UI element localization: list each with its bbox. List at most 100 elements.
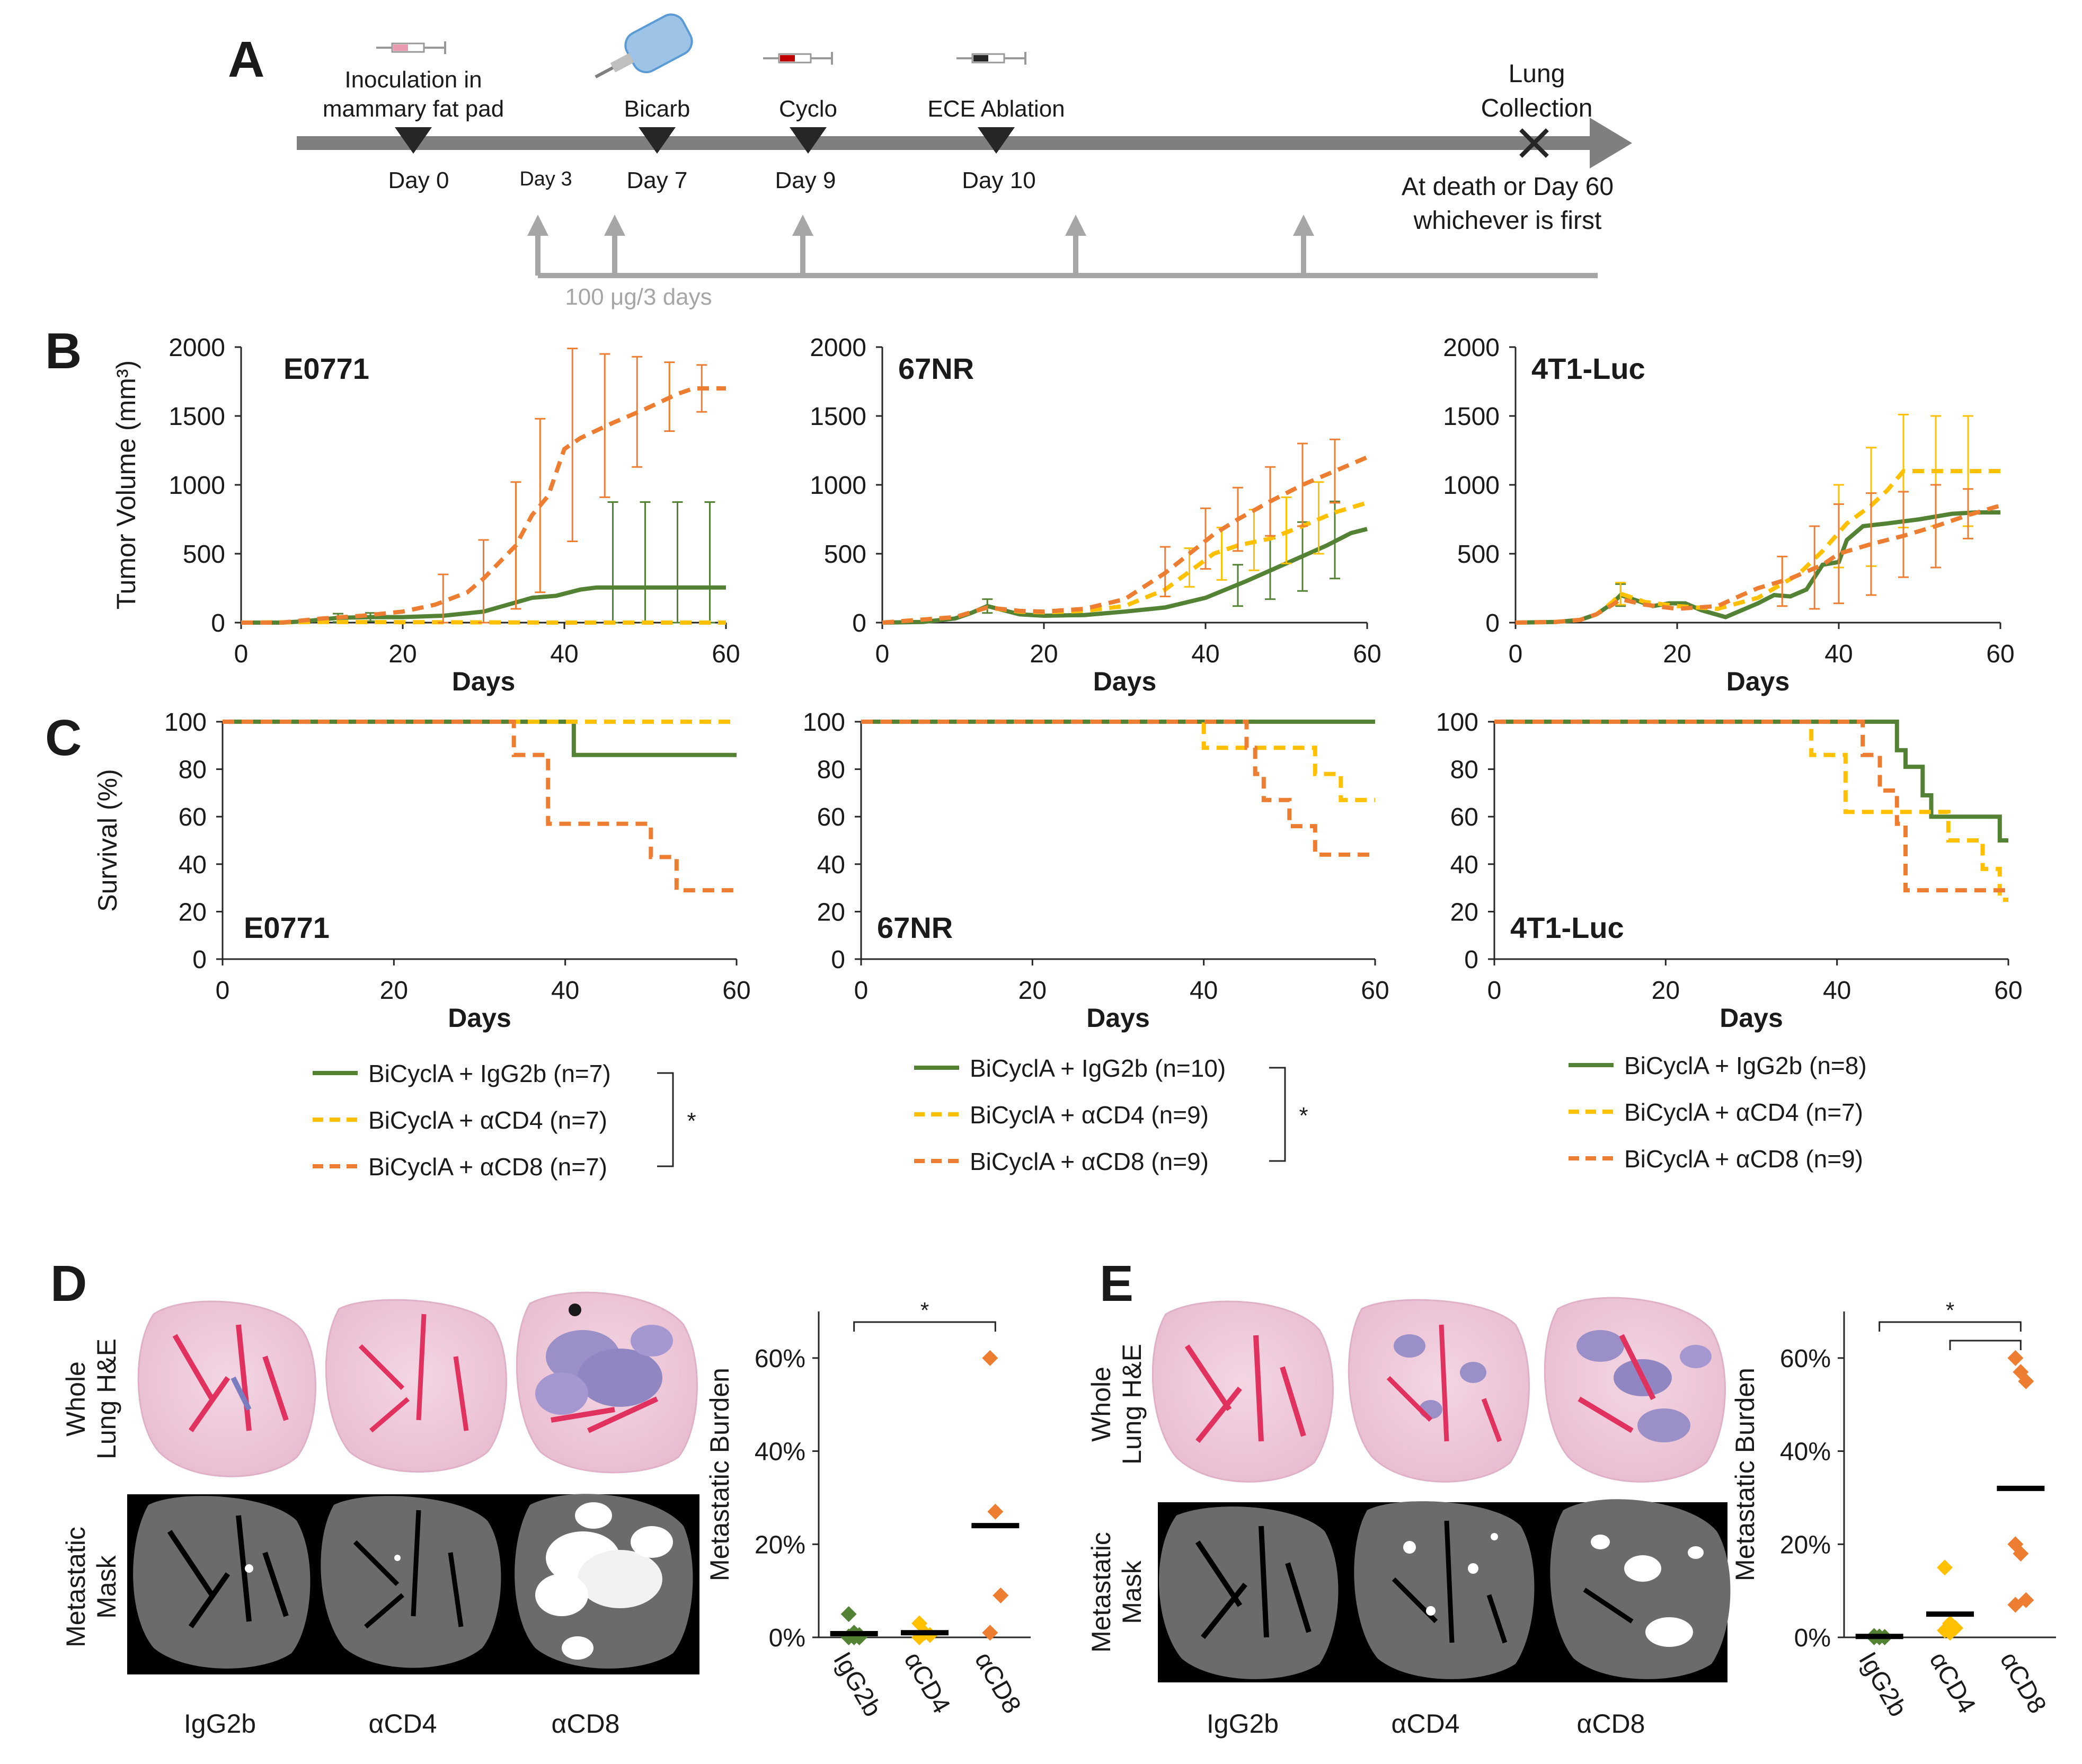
data-point bbox=[2013, 1545, 2029, 1562]
y-tick-label: 1000 bbox=[810, 472, 866, 500]
end-note: whichever is first bbox=[1413, 207, 1602, 235]
data-point bbox=[2007, 1350, 2024, 1366]
series-line bbox=[1494, 720, 2008, 893]
data-point bbox=[1942, 1625, 1958, 1641]
panel-d-histology: Whole Lung H&E Metastatic Mask bbox=[61, 1291, 699, 1739]
x-axis-label: Days bbox=[1726, 667, 1790, 696]
row-label: Whole bbox=[1086, 1367, 1116, 1442]
series-line bbox=[1515, 503, 2001, 625]
y-tick-label: 500 bbox=[824, 540, 866, 569]
y-tick-label: 1500 bbox=[1443, 403, 1500, 431]
x-tick-label: 60 bbox=[712, 640, 740, 668]
x-tick-label: 20 bbox=[1030, 640, 1058, 668]
y-tick-label: 2000 bbox=[1443, 334, 1500, 362]
legend-label: BiCyclA + αCD4 (n=7) bbox=[1624, 1098, 1863, 1126]
data-point bbox=[982, 1625, 998, 1641]
dose-label: 100 μg/3 days bbox=[565, 284, 712, 310]
event-label: Cyclo bbox=[779, 96, 837, 122]
x-tick-label: 20 bbox=[1018, 977, 1047, 1005]
legend-label: BiCyclA + IgG2b (n=10) bbox=[970, 1054, 1226, 1082]
panel-e-histology: Whole Lung H&E Metastatic Mask bbox=[1086, 1297, 1731, 1739]
data-point bbox=[2007, 1597, 2024, 1613]
chart-title: E0771 bbox=[244, 911, 330, 944]
series-line bbox=[223, 720, 737, 757]
row-label: Lung H&E bbox=[1117, 1344, 1147, 1465]
y-tick-label: 60% bbox=[755, 1345, 805, 1373]
lung-he-image bbox=[1151, 1300, 1334, 1483]
y-tick-label: 0% bbox=[1794, 1624, 1831, 1652]
end-note: At death or Day 60 bbox=[1402, 173, 1614, 201]
x-tick-label: 60 bbox=[1353, 640, 1381, 668]
event-label: ECE Ablation bbox=[927, 96, 1065, 122]
lung-he-image bbox=[1348, 1299, 1530, 1483]
series-line bbox=[241, 386, 726, 625]
event-marker bbox=[639, 127, 676, 154]
data-point bbox=[987, 1503, 1004, 1520]
y-tick-label: 2000 bbox=[169, 334, 225, 362]
y-tick-label: 40 bbox=[179, 851, 207, 879]
y-tick-label: 100 bbox=[803, 708, 845, 737]
day-label: Day 10 bbox=[962, 167, 1035, 193]
y-tick-label: 0 bbox=[1464, 946, 1478, 974]
x-axis-label: Days bbox=[1093, 667, 1157, 696]
y-tick-label: 80 bbox=[179, 756, 207, 784]
category-label: αCD8 bbox=[969, 1647, 1026, 1718]
lung-mask-image bbox=[1354, 1501, 1535, 1679]
column-label: αCD8 bbox=[1577, 1709, 1645, 1739]
x-axis-label: Days bbox=[1086, 1003, 1150, 1033]
survival-chart-e0771: 0 20 40 60 80 100 0 20 40 60 Days Survival (%) E0771 bbox=[93, 708, 751, 1033]
x-tick-label: 40 bbox=[550, 640, 578, 668]
legend-label: BiCyclA + αCD4 (n=7) bbox=[368, 1106, 607, 1134]
y-tick-label: 100 bbox=[164, 708, 207, 737]
lung-he-image bbox=[516, 1291, 698, 1474]
x-tick-label: 60 bbox=[1986, 640, 2014, 668]
chart-title: 67NR bbox=[877, 911, 953, 944]
legend-label: BiCyclA + αCD8 (n=9) bbox=[970, 1148, 1209, 1175]
y-tick-label: 1500 bbox=[169, 403, 225, 431]
syringe-black-icon bbox=[956, 52, 1026, 65]
x-tick-label: 40 bbox=[1824, 640, 1853, 668]
event-marker bbox=[978, 127, 1015, 154]
series-line bbox=[882, 527, 1368, 625]
x-axis-label: Days bbox=[448, 1003, 511, 1033]
y-tick-label: 60 bbox=[1450, 803, 1478, 831]
y-axis-label: Metastatic Burden bbox=[1730, 1368, 1760, 1581]
timeline-arrowhead bbox=[1590, 118, 1632, 169]
column-label: αCD8 bbox=[552, 1709, 620, 1739]
legend-4t1: BiCyclA + IgG2b (n=8) BiCyclA + αCD4 (n=7… bbox=[1569, 1052, 1867, 1173]
y-tick-label: 60% bbox=[1780, 1345, 1831, 1373]
panel-d-letter: D bbox=[50, 1255, 87, 1312]
dosing-schedule bbox=[527, 215, 1598, 278]
y-tick-label: 40 bbox=[1450, 851, 1478, 879]
y-tick-label: 0 bbox=[211, 609, 225, 637]
event-marker bbox=[395, 127, 432, 154]
y-tick-label: 20% bbox=[1780, 1531, 1831, 1559]
panel-e-letter: E bbox=[1100, 1255, 1133, 1312]
series-line bbox=[861, 720, 1375, 802]
row-label: Lung H&E bbox=[92, 1338, 121, 1459]
y-tick-label: 100 bbox=[1436, 708, 1478, 737]
legend-label: BiCyclA + αCD8 (n=7) bbox=[368, 1153, 607, 1181]
y-axis-label: Survival (%) bbox=[93, 769, 122, 911]
x-tick-label: 20 bbox=[1652, 977, 1680, 1005]
category-label: IgG2b bbox=[1853, 1647, 1912, 1722]
y-tick-label: 500 bbox=[183, 540, 225, 569]
category-label: αCD4 bbox=[898, 1647, 955, 1718]
category-label: IgG2b bbox=[828, 1647, 887, 1722]
x-tick-label: 40 bbox=[551, 977, 579, 1005]
event-label: mammary fat pad bbox=[323, 96, 504, 122]
y-tick-label: 0 bbox=[831, 946, 845, 974]
legend-label: BiCyclA + IgG2b (n=7) bbox=[368, 1060, 611, 1087]
significance-bracket bbox=[1949, 1340, 2022, 1350]
y-axis-label: Tumor Volume (mm³) bbox=[111, 360, 141, 609]
y-tick-label: 20 bbox=[817, 898, 845, 926]
x-axis-label: Days bbox=[452, 667, 516, 696]
x-tick-label: 0 bbox=[854, 977, 869, 1005]
series-line bbox=[1515, 510, 2000, 625]
legend-67nr: BiCyclA + IgG2b (n=10) BiCyclA + αCD4 (n=… bbox=[914, 1054, 1308, 1175]
row-label: Mask bbox=[92, 1555, 121, 1618]
y-tick-label: 1000 bbox=[169, 472, 225, 500]
y-tick-label: 1000 bbox=[1443, 472, 1500, 500]
tumor-volume-chart-e0771: 0 500 1000 1500 2000 0 20 40 60 Days Tumor Volume … bbox=[111, 334, 740, 696]
